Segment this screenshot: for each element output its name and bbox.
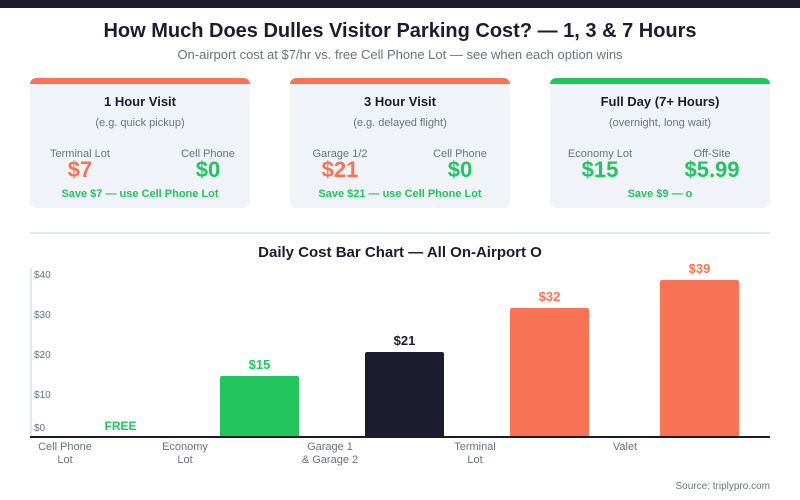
bar-value-label: $15 — [248, 357, 271, 372]
x-axis — [30, 436, 770, 438]
card-stripe — [30, 78, 250, 84]
card-stripe — [290, 78, 510, 84]
x-tick-label: Economy Lot — [145, 441, 225, 467]
x-tick-label: Garage 1 & Garage 2 — [290, 441, 370, 467]
bar-4 — [660, 280, 739, 436]
x-tick-line: & Garage 2 — [301, 454, 359, 466]
x-tick-line: Terminal — [454, 441, 496, 453]
option-b: Cell Phone $0 — [158, 148, 250, 183]
source-text: Source: triplypro.com — [675, 481, 770, 492]
card-1-hour: 1 Hour Visit (e.g. quick pickup) Termina… — [30, 78, 250, 208]
bar-value-label: $21 — [393, 333, 416, 348]
option-b: Cell Phone $0 — [410, 148, 510, 183]
y-axis — [30, 268, 32, 438]
x-tick-line: Cell Phone — [38, 441, 92, 453]
bar-value-label: FREE — [104, 419, 137, 433]
card-subtitle: (overnight, long wait) — [608, 117, 712, 129]
card-stripe — [550, 78, 770, 84]
option-label: Cell Phone — [181, 148, 235, 160]
bar-value-label: $39 — [688, 261, 711, 276]
option-value: $15 — [581, 157, 619, 182]
savings-text: Save $9 — o — [627, 188, 693, 200]
option-value: $7 — [67, 157, 93, 182]
card-title: 1 Hour Visit — [103, 94, 176, 109]
y-tick: $0 — [34, 423, 46, 434]
option-label: Cell Phone — [433, 148, 487, 160]
y-tick: $30 — [34, 310, 51, 321]
bar-value-label: $32 — [538, 289, 561, 304]
card-subtitle: (e.g. quick pickup) — [95, 117, 185, 129]
savings-text: Save $21 — use Cell Phone Lot — [318, 188, 482, 200]
option-a: Terminal Lot $7 — [30, 148, 130, 183]
savings-text: Save $7 — use Cell Phone Lot — [61, 188, 219, 200]
x-tick-label: Valet — [585, 441, 665, 454]
bar-1 — [220, 376, 299, 436]
option-value: $21 — [321, 157, 359, 182]
option-label: Off-Site — [693, 148, 731, 160]
card-title: 3 Hour Visit — [363, 94, 436, 109]
chart-title: Daily Cost Bar Chart — All On-Airport O — [258, 244, 542, 261]
divider — [30, 232, 770, 234]
bar-2 — [365, 352, 444, 436]
y-tick: $20 — [34, 350, 51, 361]
x-tick-line: Garage 1 — [307, 441, 353, 453]
option-label: Garage 1/2 — [312, 148, 368, 160]
x-tick-line: Lot — [57, 454, 73, 466]
x-tick-line: Valet — [612, 441, 638, 453]
option-value: $5.99 — [684, 157, 740, 182]
x-tick-line: Lot — [177, 454, 193, 466]
page-subtitle: On-airport cost at $7/hr vs. free Cell P… — [177, 47, 623, 62]
option-a: Economy Lot $15 — [550, 148, 650, 183]
y-tick: $40 — [34, 270, 51, 281]
y-tick: $10 — [34, 390, 51, 401]
option-label: Terminal Lot — [50, 148, 110, 160]
card-3-hour: 3 Hour Visit (e.g. delayed flight) Garag… — [290, 78, 510, 208]
option-a: Garage 1/2 $21 — [290, 148, 390, 183]
x-tick-label: Terminal Lot — [435, 441, 515, 467]
option-b: Off-Site $5.99 — [662, 148, 762, 183]
card-title: Full Day (7+ Hours) — [600, 94, 720, 109]
option-label: Economy Lot — [567, 148, 633, 160]
option-value: $0 — [447, 157, 473, 182]
x-tick-line: Economy — [162, 441, 208, 453]
option-value: $0 — [195, 157, 221, 182]
x-tick-line: Lot — [467, 454, 483, 466]
top-bar — [0, 0, 800, 8]
x-tick-label: Cell Phone Lot — [25, 441, 105, 467]
bar-3 — [510, 308, 589, 436]
page-title: How Much Does Dulles Visitor Parking Cos… — [103, 20, 697, 42]
card-subtitle: (e.g. delayed flight) — [353, 117, 447, 129]
card-full-day: Full Day (7+ Hours) (overnight, long wai… — [550, 78, 770, 208]
